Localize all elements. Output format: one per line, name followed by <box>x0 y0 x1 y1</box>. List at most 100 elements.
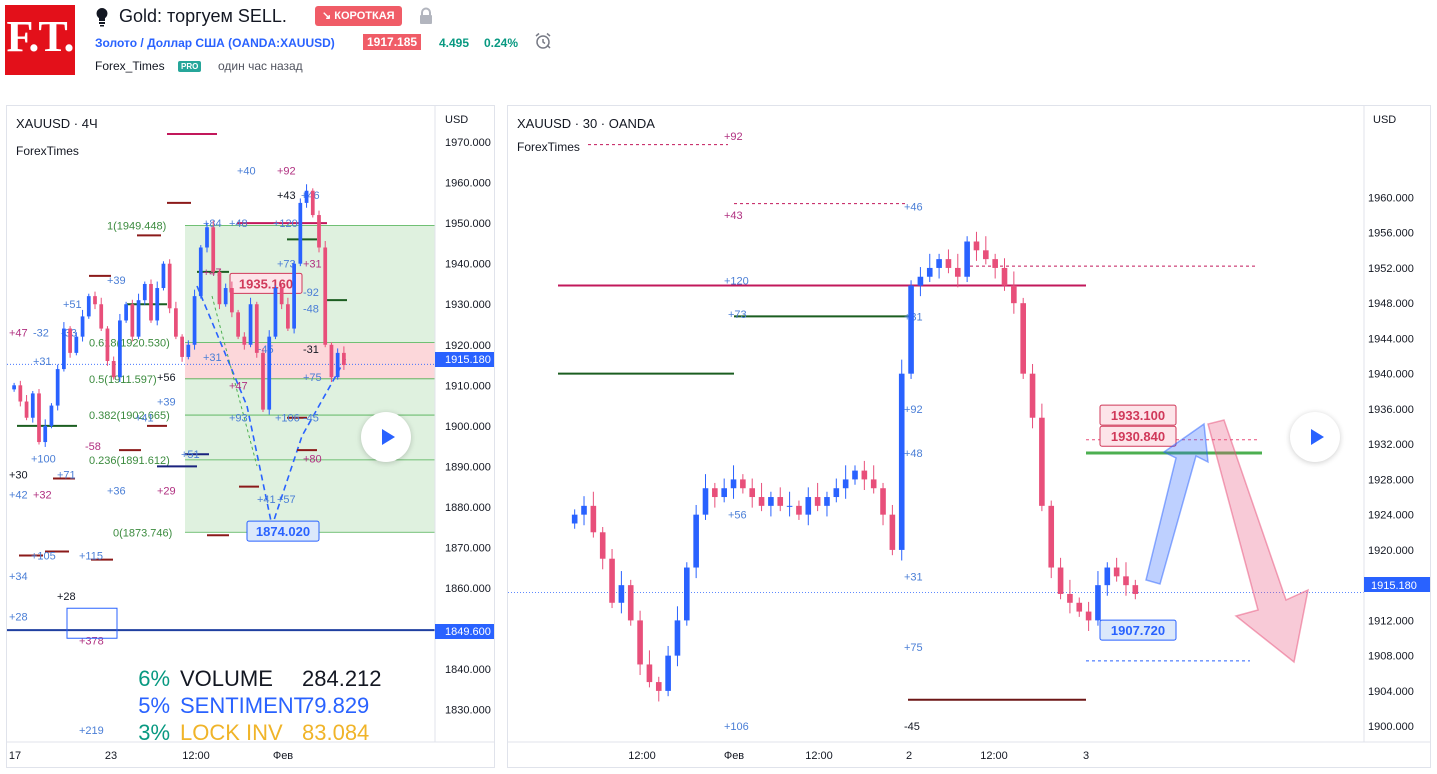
right-candle <box>777 497 784 506</box>
right-candle <box>945 259 952 268</box>
right-candle <box>1076 602 1083 612</box>
left-candle <box>167 263 172 309</box>
right-price-callout-box <box>1099 619 1177 641</box>
left-candle <box>292 263 296 329</box>
alarm-clock-icon[interactable] <box>534 32 552 50</box>
left-level-label: +219 <box>79 725 104 737</box>
left-candle <box>49 405 54 426</box>
right-candle <box>833 488 840 498</box>
right-y-tick: 1956.000 <box>1368 228 1414 240</box>
author-name[interactable]: Forex_Times <box>95 59 165 73</box>
right-x-tick: 12:00 <box>980 750 1008 762</box>
left-level-label: +40 <box>237 165 256 177</box>
left-candle <box>161 263 166 289</box>
left-level-label: +30 <box>9 469 28 481</box>
left-candle <box>93 296 97 305</box>
left-candle <box>342 352 346 366</box>
left-x-tick: Фев <box>273 750 293 762</box>
left-candle <box>236 312 240 337</box>
right-chart-panel[interactable]: 1933.100 1930.840 1907.720 +92 +43 +46 +120 +73… <box>507 105 1431 768</box>
price-change: 4.495 <box>439 36 470 50</box>
left-y-tick: 1870.000 <box>445 542 491 554</box>
left-y-tick: 1930.000 <box>445 299 491 311</box>
right-candle <box>712 488 718 498</box>
left-level-label: +75 <box>303 372 322 384</box>
left-price-axis: 1970.000 1960.000 1950.000 1940.000 1930.000… <box>445 137 491 716</box>
right-y-tick: 1952.000 <box>1368 263 1414 275</box>
left-level-label: +80 <box>303 453 322 465</box>
right-chart-source: ForexTimes <box>517 140 580 154</box>
left-candle <box>155 288 160 321</box>
idea-title[interactable]: Gold: торгуем SELL. <box>119 6 287 26</box>
left-candle <box>192 296 197 345</box>
left-fib-label: 0.236(1891.612) <box>89 455 170 467</box>
volume-row: 6% VOLUME 284.212 <box>130 665 381 692</box>
left-y-tick: 1940.000 <box>445 259 491 271</box>
left-level-label: +31 <box>303 259 322 271</box>
left-candle <box>298 202 303 264</box>
left-candle <box>230 288 234 313</box>
right-candle <box>1067 593 1073 603</box>
left-level-label: +43 <box>277 190 296 202</box>
instrument-link[interactable]: Золото / Доллар США (OANDA:XAUUSD) <box>95 36 335 50</box>
right-chart-canvas[interactable]: 1933.100 1930.840 1907.720 +92 +43 +46 +120 +73… <box>508 106 1430 767</box>
left-level-label: +29 <box>157 486 176 498</box>
lock-value: 83.084 <box>302 720 370 745</box>
left-y-tick: 1920.000 <box>445 340 491 352</box>
right-level-label: +73 <box>728 309 747 321</box>
left-level-label: +28 <box>9 611 28 623</box>
left-level-label: +106 <box>275 413 300 425</box>
right-candle <box>936 259 942 268</box>
left-candle <box>242 336 247 345</box>
right-x-tick: 3 <box>1083 750 1089 762</box>
left-candle <box>310 190 315 216</box>
right-level-label: +106 <box>724 721 749 733</box>
right-candle <box>1104 567 1111 586</box>
right-level-label: -45 <box>904 721 920 733</box>
left-level-label: -58 <box>85 441 101 453</box>
left-play-button[interactable] <box>361 412 411 462</box>
left-chart-source: ForexTimes <box>16 144 79 158</box>
right-candle <box>646 664 653 683</box>
left-candle <box>205 227 209 248</box>
left-level-label: +47 <box>229 380 248 392</box>
right-candle <box>721 488 727 498</box>
left-level-label: +84 <box>203 218 222 230</box>
right-candle <box>973 241 980 251</box>
left-candle <box>130 304 135 337</box>
left-y-tick: 1950.000 <box>445 218 491 230</box>
right-play-button[interactable] <box>1290 412 1340 462</box>
right-level-label: +92 <box>904 404 923 416</box>
right-y-tick: 1940.000 <box>1368 369 1414 381</box>
left-candle <box>211 227 216 272</box>
right-candle <box>618 585 625 603</box>
sentiment-value: 79.829 <box>302 693 370 718</box>
right-y-tick: 1920.000 <box>1368 545 1414 557</box>
left-chart-panel[interactable]: 1(1949.448) 0.618(1920.530) 0.5(1911.597) 0… <box>6 105 495 768</box>
left-candle <box>273 288 278 337</box>
left-candle <box>62 328 66 370</box>
right-y-tick: 1948.000 <box>1368 298 1414 310</box>
left-green-dashed <box>211 295 258 467</box>
left-candle <box>198 247 203 297</box>
forex-times-logo[interactable]: F.T. <box>5 5 75 75</box>
left-chart-canvas[interactable]: 1(1949.448) 0.618(1920.530) 0.5(1911.597) 0… <box>7 106 494 767</box>
left-level-label: +47 <box>9 328 28 340</box>
right-candle <box>702 488 709 515</box>
left-time-axis: 17 23 12:00 Фев <box>9 750 293 762</box>
sentiment-pct: 5% <box>138 693 170 718</box>
right-y-tick: 1928.000 <box>1368 474 1414 486</box>
left-level-label: +378 <box>79 636 104 648</box>
right-candle <box>1011 285 1017 304</box>
left-fib-label: 0.382(1902.665) <box>89 410 170 422</box>
left-level-label: +32 <box>33 490 52 502</box>
right-candle <box>1123 576 1129 586</box>
right-candle <box>758 497 765 506</box>
left-level-label: -32 <box>33 328 49 340</box>
left-candle <box>186 344 191 357</box>
left-candle <box>248 304 253 345</box>
left-fib-label: 0(1873.746) <box>113 527 172 539</box>
right-candle <box>665 655 671 691</box>
left-level-label: +51 <box>63 299 82 311</box>
left-candle <box>335 352 340 378</box>
